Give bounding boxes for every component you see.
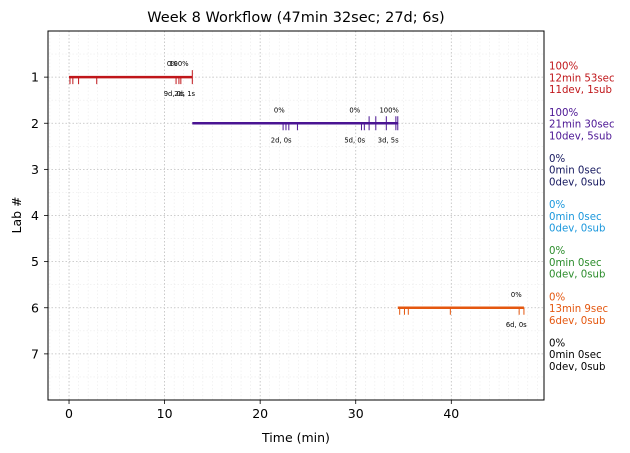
lab-2-annotation: 0%: [349, 106, 360, 114]
chart-title: Week 8 Workflow (47min 32sec; 27d; 6s): [147, 10, 444, 26]
lab-6-annotation: 6d, 0s: [506, 321, 527, 329]
lab-1-summary-line: 100%: [549, 62, 578, 73]
lab-7-summary-line: 0dev, 0sub: [549, 362, 605, 373]
lab-1-annotation: 100%: [169, 60, 189, 68]
lab-7-summary-line: 0%: [549, 338, 565, 349]
y-tick-label: 1: [31, 70, 39, 85]
lab-4-summary-line: 0min 0sec: [549, 212, 602, 223]
y-tick-label: 5: [31, 254, 39, 269]
grid: [48, 31, 544, 400]
lab-3-summary-line: 0min 0sec: [549, 166, 602, 177]
x-tick-label: 0: [65, 406, 73, 421]
lab-5-summary-line: 0min 0sec: [549, 258, 602, 269]
lab-1-annotation: 9d, 0s: [164, 90, 185, 98]
lab-7-summary-line: 0min 0sec: [549, 350, 602, 361]
lab-5-summary-line: 0dev, 0sub: [549, 270, 605, 281]
lab-6-annotation: 0%: [511, 291, 522, 299]
y-axis-label: Lab #: [9, 196, 24, 233]
lab-2-series: 0% 0% 100% 2d, 0s 5d, 0s 3d, 5s: [192, 106, 399, 144]
y-tick-label: 2: [31, 116, 39, 131]
lab-2-annotation: 3d, 5s: [378, 136, 399, 144]
lab-6-series: 0% 6d, 0s: [397, 291, 527, 329]
y-tick-label: 4: [31, 208, 39, 223]
lab-1-summary-line: 11dev, 1sub: [549, 85, 612, 96]
lab-4-summary-line: 0dev, 0sub: [549, 224, 605, 235]
x-axis-label: Time (min): [261, 430, 330, 445]
lab-3-summary-line: 0%: [549, 154, 565, 165]
lab-2-annotation: 2d, 0s: [271, 136, 292, 144]
x-tick-label: 20: [252, 406, 268, 421]
lab-2-summary-line: 100%: [549, 108, 578, 119]
y-tick-label: 3: [31, 162, 39, 177]
lab-1-annotation: 2d, 1s: [174, 90, 195, 98]
x-tick-label: 30: [348, 406, 364, 421]
x-tick-label: 10: [157, 406, 173, 421]
lab-2-annotation: 100%: [379, 106, 399, 114]
y-tick-label: 7: [31, 346, 39, 361]
lab-2-annotation: 0%: [274, 106, 285, 114]
y-tick-label: 6: [31, 300, 39, 315]
lab-1-summary-line: 12min 53sec: [549, 73, 615, 84]
lab-2-summary-line: 21min 30sec: [549, 120, 615, 131]
lab-1-annotation: 0%: [167, 60, 178, 68]
lab-4-summary-line: 0%: [549, 200, 565, 211]
lab-2-summary-line: 10dev, 5sub: [549, 131, 612, 142]
lab-5-summary-line: 0%: [549, 246, 565, 257]
lab-2-annotation: 5d, 0s: [344, 136, 365, 144]
lab-6-summary-line: 6dev, 0sub: [549, 316, 605, 327]
lab-6-summary-line: 13min 9sec: [549, 304, 608, 315]
lab-3-summary-line: 0dev, 0sub: [549, 177, 605, 188]
axes: 0 10 20 30 40 1 2 3 4 5 6 7: [31, 70, 459, 421]
lab-6-summary-line: 0%: [549, 292, 565, 303]
x-tick-label: 40: [443, 406, 459, 421]
